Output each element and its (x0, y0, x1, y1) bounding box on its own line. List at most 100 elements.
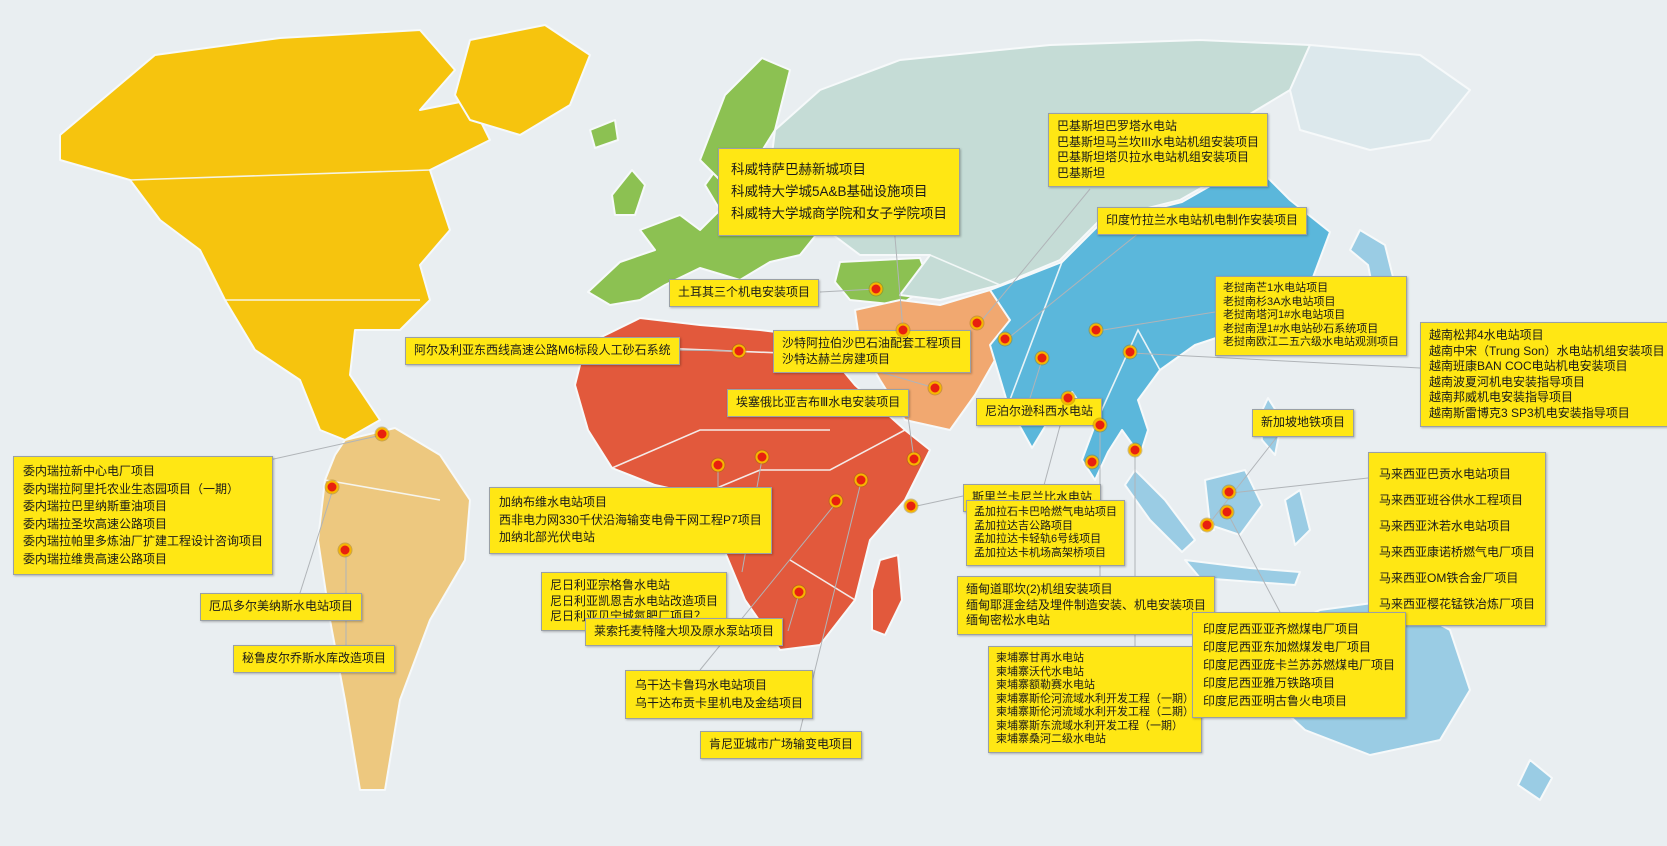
project-label-line: 乌干达布贡卡里机电及金结项目 (635, 695, 804, 710)
project-label-line: 马来西亚康诺桥燃气电厂项目 (1379, 545, 1536, 559)
project-label-line: 柬埔寨桑河二级水电站 (996, 733, 1106, 745)
project-label-peru: 秘鲁皮尔乔斯水库改造项目 (233, 645, 396, 673)
project-label-myanmar: 缅甸道耶坎(2)机组安装项目 缅甸耶涯金结及埋件制造安装、机电安装项目 缅甸密松水电… (957, 576, 1216, 635)
pakistan-dot[interactable] (970, 316, 984, 330)
project-label-line: 越南中宋（Trung Son）水电站机组安装项目 (1429, 343, 1665, 358)
region-iceland (589, 119, 619, 149)
project-label-line: 土耳其三个机电安装项目 (678, 285, 811, 299)
singapore-dot[interactable] (1200, 518, 1214, 532)
project-label-line: 柬埔寨斯东流域水利开发工程（一期） (996, 719, 1183, 732)
region-sulawesi (1284, 489, 1311, 546)
vietnam-dot[interactable] (1123, 345, 1137, 359)
region-uk (611, 169, 646, 216)
project-label-nepal: 尼泊尔逊科西水电站 (976, 398, 1103, 426)
project-label-lesotho: 莱索托麦特隆大坝及原水泵站项目 (585, 618, 784, 646)
project-label-kenya: 肯尼亚城市广场输变电项目 (700, 731, 863, 759)
project-label-line: 厄瓜多尔美纳斯水电站项目 (209, 599, 354, 613)
project-label-line: 委内瑞拉圣坎高速公路项目 (23, 516, 168, 531)
india-dot[interactable] (998, 332, 1012, 346)
project-label-turkey: 土耳其三个机电安装项目 (669, 279, 820, 307)
project-label-line: 西非电力网330千伏沿海输变电骨干网工程P7项目 (499, 512, 762, 527)
peru-dot[interactable] (338, 543, 352, 557)
project-label-line: 委内瑞拉阿里托农业生态园项目（一期） (23, 481, 240, 496)
project-label-line: 孟加拉达卡机场高架桥项目 (974, 546, 1106, 559)
project-label-line: 老挝南涅1#水电站砂石系统项目 (1223, 322, 1379, 335)
kenya-dot[interactable] (854, 473, 868, 487)
cambodia-dot[interactable] (1128, 443, 1142, 457)
project-label-line: 阿尔及利亚东西线高速公路M6标段人工砂石系统 (414, 343, 671, 357)
project-label-line: 印度尼西亚东加燃煤发电厂项目 (1203, 640, 1372, 654)
project-label-line: 缅甸密松水电站 (966, 613, 1051, 627)
project-label-line: 乌干达卡鲁玛水电站项目 (635, 678, 768, 692)
project-label-line: 马来西亚巴贡水电站项目 (1379, 467, 1512, 481)
laos-dot[interactable] (1089, 323, 1103, 337)
project-label-line: 莱索托麦特隆大坝及原水泵站项目 (594, 624, 775, 638)
project-label-ethiopia: 埃塞俄比亚吉布Ⅲ水电安装项目 (727, 389, 910, 417)
project-label-indonesia: 印度尼西亚亚齐燃煤电厂项目 印度尼西亚东加燃煤发电厂项目 印度尼西亚庞卡兰苏苏燃煤电… (1192, 612, 1407, 718)
project-label-line: 加纳布维水电站项目 (499, 495, 608, 509)
lesotho-dot[interactable] (792, 585, 806, 599)
malay-peninsula-dot[interactable] (1085, 455, 1099, 469)
project-label-line: 埃塞俄比亚吉布Ⅲ水电安装项目 (736, 395, 901, 409)
project-label-line: 印度尼西亚亚齐燃煤电厂项目 (1203, 622, 1360, 636)
project-label-line: 秘鲁皮尔乔斯水库改造项目 (242, 651, 387, 665)
turkey-dot[interactable] (869, 282, 883, 296)
project-label-kuwait: 科威特萨巴赫新城项目科威特大学城5A&B基础设施项目科威特大学城商学院和女子学院… (718, 148, 960, 236)
project-label-line: 巴基斯坦 (1057, 165, 1106, 180)
project-label-line: 沙特达赫兰房建项目 (782, 351, 891, 366)
project-label-line: 加纳北部光伏电站 (499, 530, 596, 544)
venezuela-dot[interactable] (375, 427, 389, 441)
ghana-dot[interactable] (711, 458, 725, 472)
project-label-line: 新加坡地铁项目 (1261, 415, 1346, 429)
project-label-malaysia: 马来西亚巴贡水电站项目 马来西亚班谷供水工程项目 马来西亚沐若水电站项目 马来西亚康诺… (1368, 452, 1547, 626)
project-label-line: 科威特萨巴赫新城项目 (731, 162, 866, 177)
project-label-line: 老挝南杉3A水电站项目 (1223, 295, 1336, 308)
ethiopia-dot[interactable] (907, 452, 921, 466)
algeria-dot[interactable] (732, 344, 746, 358)
nigeria-dot[interactable] (755, 450, 769, 464)
project-label-line: 印度尼西亚雅万铁路项目 (1203, 676, 1336, 690)
project-label-line: 委内瑞拉维贵高速公路项目 (23, 551, 168, 566)
project-label-line: 巴基斯坦马兰坎III水电站机组安装项目 (1057, 134, 1260, 149)
project-label-line: 尼日利亚凯恩吉水电站改造项目 (550, 593, 719, 608)
project-label-line: 马来西亚沐若水电站项目 (1379, 519, 1512, 533)
region-sumatra (1124, 469, 1196, 553)
project-label-line: 柬埔寨斯伦河流域水利开发工程（二期） (996, 706, 1194, 718)
project-label-line: 印度竹拉兰水电站机电制作安装项目 (1106, 213, 1299, 227)
project-label-algeria: 阿尔及利亚东西线高速公路M6标段人工砂石系统 (405, 337, 680, 365)
region-greenland (454, 24, 591, 136)
project-label-line: 巴基斯坦塔贝拉水电站机组安装项目 (1057, 150, 1250, 164)
project-label-line: 老挝南欧江二五六级水电站观测项目 (1223, 336, 1399, 348)
malaysia-borneo-dot[interactable] (1222, 485, 1236, 499)
region-siberia-northeast (1289, 44, 1471, 151)
project-label-line: 科威特大学城商学院和女子学院项目 (731, 206, 947, 221)
saudi-dot[interactable] (928, 381, 942, 395)
project-label-line: 委内瑞拉新中心电厂项目 (23, 464, 156, 478)
bangladesh-dot[interactable] (1061, 391, 1075, 405)
myanmar-dot[interactable] (1093, 418, 1107, 432)
project-label-line: 巴基斯坦巴罗塔水电站 (1057, 119, 1178, 133)
project-label-line: 肯尼亚城市广场输变电项目 (709, 737, 854, 751)
project-label-line: 尼泊尔逊科西水电站 (985, 404, 1094, 418)
ecuador-dot[interactable] (325, 480, 339, 494)
kuwait-dot[interactable] (896, 323, 910, 337)
region-north-america (59, 29, 491, 441)
project-label-line: 尼日利亚宗格鲁水电站 (550, 578, 671, 592)
project-label-bangladesh: 孟加拉石卡巴哈燃气电站项目 孟加拉达吉公路项目 孟加拉达卡轻轨6号线项目 孟加拉达卡机… (966, 500, 1125, 566)
project-label-india: 印度竹拉兰水电站机电制作安装项目 (1097, 207, 1308, 235)
project-label-line: 委内瑞拉巴里纳斯重油项目 (23, 499, 168, 513)
project-label-line: 越南邦威机电安装指导项目 (1429, 390, 1574, 404)
project-label-line: 马来西亚OM铁合金厂项目 (1379, 571, 1519, 585)
srilanka-dot[interactable] (904, 499, 918, 513)
nepal-dot[interactable] (1035, 351, 1049, 365)
project-label-laos: 老挝南芒1水电站项目 老挝南杉3A水电站项目 老挝南塔河1#水电站项目 老挝南涅1#水… (1215, 276, 1407, 356)
project-label-line: 孟加拉达吉公路项目 (974, 519, 1073, 532)
uganda-dot[interactable] (829, 494, 843, 508)
project-label-line: 越南松邦4水电站项目 (1429, 328, 1544, 342)
project-label-saudi: 沙特阿拉伯沙巴石油配套工程项目 沙特达赫兰房建项目 (773, 330, 972, 373)
borneo-south-dot[interactable] (1220, 505, 1234, 519)
project-label-line: 科威特大学城5A&B基础设施项目 (731, 184, 928, 199)
project-label-line: 马来西亚樱花锰铁冶炼厂项目 (1379, 597, 1536, 611)
